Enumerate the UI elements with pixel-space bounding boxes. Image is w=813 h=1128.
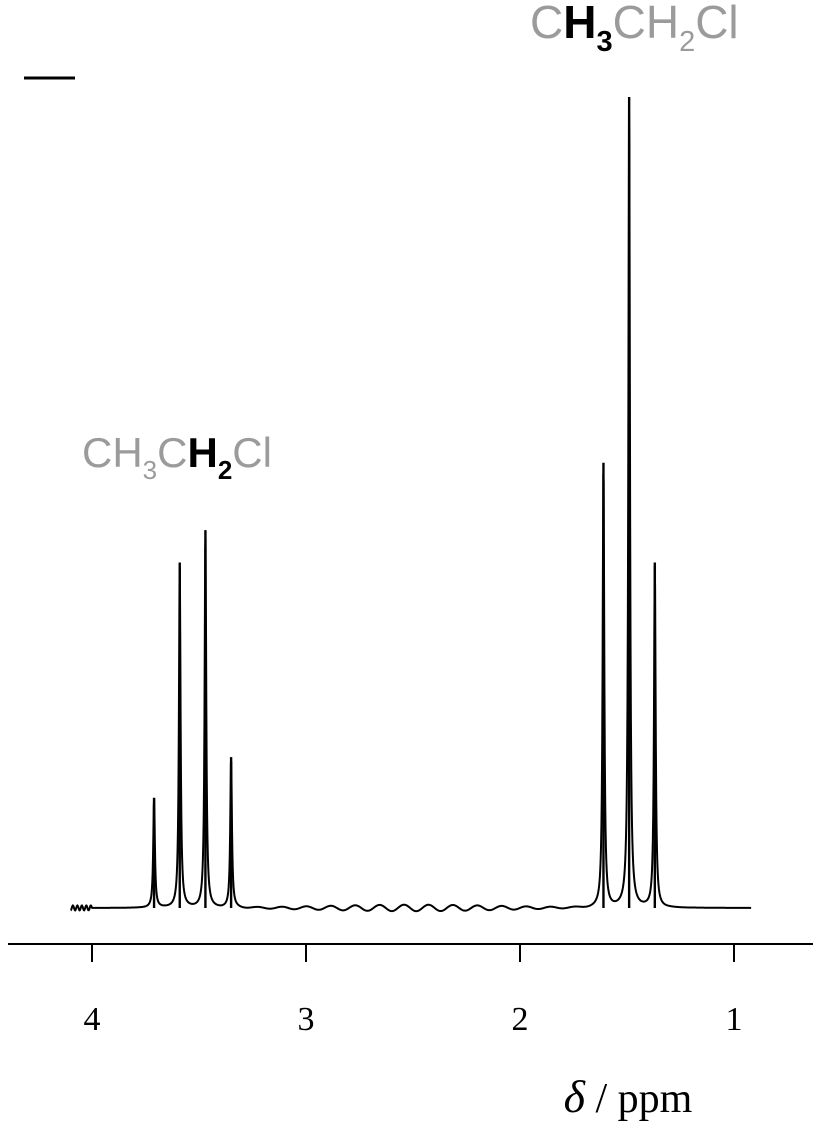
ch2-label-part: C bbox=[157, 429, 187, 476]
spectrum-series-line bbox=[70, 111, 752, 913]
ch3-label-part: 3 bbox=[596, 26, 612, 58]
spectrum-peaks bbox=[152, 97, 657, 908]
ch2-label-part: H bbox=[187, 429, 217, 476]
ch2-label: CH3CH2Cl bbox=[82, 429, 272, 485]
ch2-label-part: 2 bbox=[218, 455, 232, 485]
ch2-label-part: 3 bbox=[143, 455, 157, 485]
ch2-label-part: CH bbox=[82, 429, 143, 476]
ch3-label-part: 2 bbox=[679, 26, 695, 58]
ch3-label-part: H bbox=[563, 0, 596, 48]
x-axis-ticks: 4 3 2 1 bbox=[84, 944, 743, 1038]
x-axis-unit: / ppm bbox=[585, 1076, 693, 1122]
x-axis-symbol: δ bbox=[564, 1071, 586, 1122]
ch3-label-part: Cl bbox=[695, 0, 738, 48]
x-axis-title: δ / ppm bbox=[564, 1071, 693, 1122]
ch3-label-part: CH bbox=[613, 0, 679, 48]
x-tick-label: 4 bbox=[84, 1001, 101, 1038]
x-tick-label: 3 bbox=[298, 1001, 315, 1038]
x-tick-label: 2 bbox=[512, 1001, 529, 1038]
ch2-label-part: Cl bbox=[232, 429, 272, 476]
ch3-label: CH3CH2Cl bbox=[530, 0, 739, 58]
x-tick-label: 1 bbox=[726, 1001, 743, 1038]
ch3-label-part: C bbox=[530, 0, 563, 48]
